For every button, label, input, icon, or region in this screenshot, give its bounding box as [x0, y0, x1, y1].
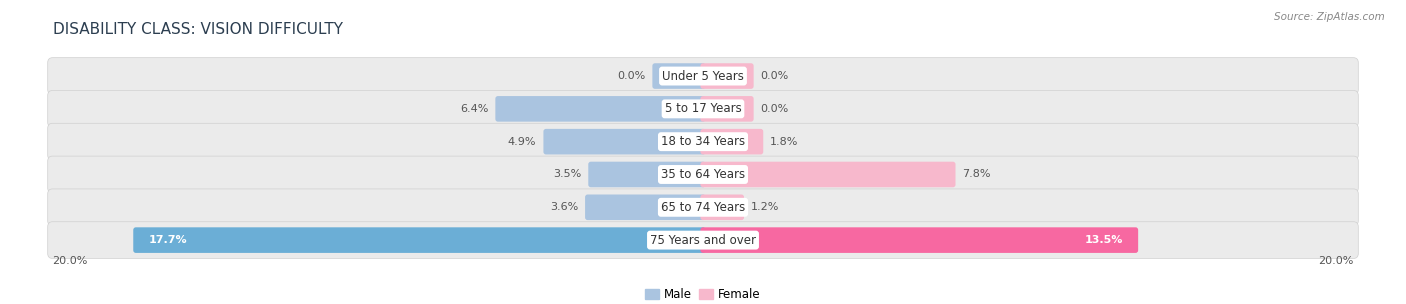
Text: 13.5%: 13.5% — [1084, 235, 1123, 245]
FancyBboxPatch shape — [48, 91, 1358, 127]
FancyBboxPatch shape — [700, 195, 744, 220]
Legend: Male, Female: Male, Female — [645, 288, 761, 301]
Text: 4.9%: 4.9% — [508, 137, 536, 147]
Text: Source: ZipAtlas.com: Source: ZipAtlas.com — [1274, 12, 1385, 22]
FancyBboxPatch shape — [48, 156, 1358, 193]
Text: 20.0%: 20.0% — [1317, 257, 1354, 266]
FancyBboxPatch shape — [134, 227, 706, 253]
FancyBboxPatch shape — [495, 96, 706, 122]
Text: 0.0%: 0.0% — [761, 71, 789, 81]
Text: 3.5%: 3.5% — [553, 170, 581, 179]
FancyBboxPatch shape — [48, 189, 1358, 226]
FancyBboxPatch shape — [48, 58, 1358, 95]
Text: 17.7%: 17.7% — [149, 235, 187, 245]
Text: 3.6%: 3.6% — [550, 202, 578, 212]
FancyBboxPatch shape — [48, 123, 1358, 160]
Text: 1.8%: 1.8% — [770, 137, 799, 147]
Text: 5 to 17 Years: 5 to 17 Years — [665, 102, 741, 115]
FancyBboxPatch shape — [700, 227, 1137, 253]
FancyBboxPatch shape — [544, 129, 706, 154]
FancyBboxPatch shape — [700, 162, 956, 187]
FancyBboxPatch shape — [588, 162, 706, 187]
Text: 75 Years and over: 75 Years and over — [650, 233, 756, 247]
Text: 6.4%: 6.4% — [460, 104, 488, 114]
FancyBboxPatch shape — [48, 222, 1358, 258]
Text: 65 to 74 Years: 65 to 74 Years — [661, 201, 745, 214]
FancyBboxPatch shape — [652, 63, 706, 89]
Text: Under 5 Years: Under 5 Years — [662, 70, 744, 83]
Text: 0.0%: 0.0% — [617, 71, 645, 81]
Text: 1.2%: 1.2% — [751, 202, 779, 212]
Text: 0.0%: 0.0% — [761, 104, 789, 114]
Text: 18 to 34 Years: 18 to 34 Years — [661, 135, 745, 148]
Text: DISABILITY CLASS: VISION DIFFICULTY: DISABILITY CLASS: VISION DIFFICULTY — [52, 22, 343, 37]
FancyBboxPatch shape — [700, 129, 763, 154]
Text: 7.8%: 7.8% — [963, 170, 991, 179]
Text: 35 to 64 Years: 35 to 64 Years — [661, 168, 745, 181]
FancyBboxPatch shape — [700, 96, 754, 122]
FancyBboxPatch shape — [585, 195, 706, 220]
FancyBboxPatch shape — [700, 63, 754, 89]
Text: 20.0%: 20.0% — [52, 257, 89, 266]
